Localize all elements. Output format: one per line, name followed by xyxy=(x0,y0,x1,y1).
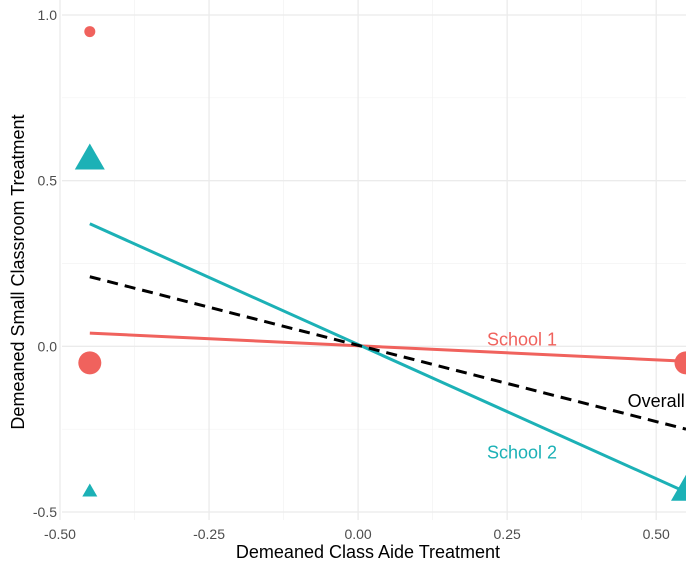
y-tick-label: -0.5 xyxy=(33,504,57,520)
fit-line-overall xyxy=(89,275,686,431)
x-tick-label: -0.25 xyxy=(193,526,225,542)
line-label-school1: School 1 xyxy=(487,330,557,350)
y-tick-label: 1.0 xyxy=(38,7,58,23)
point-school1 xyxy=(78,351,102,375)
y-axis-title: Demeaned Small Classroom Treatment xyxy=(8,114,28,429)
line-label-school2: School 2 xyxy=(487,442,557,462)
line-labels: School 1 School 2 Overall xyxy=(487,330,685,463)
fit-lines xyxy=(89,222,686,494)
x-tick-label: 0.50 xyxy=(643,526,670,542)
fit-line-school1 xyxy=(89,331,686,363)
data-points xyxy=(74,26,686,501)
x-tick-label: 0.25 xyxy=(494,526,521,542)
major-gridlines xyxy=(59,0,686,520)
x-axis-title: Demeaned Class Aide Treatment xyxy=(236,542,500,562)
x-axis-tick-labels: -0.50 -0.25 0.00 0.25 0.50 xyxy=(44,526,670,542)
point-school1 xyxy=(674,351,686,375)
minor-gridlines xyxy=(62,0,686,520)
x-tick-label: -0.50 xyxy=(44,526,76,542)
point-school2 xyxy=(82,483,98,497)
y-tick-label: 0.0 xyxy=(38,338,58,354)
point-school2 xyxy=(74,143,105,170)
y-axis-tick-labels: -0.5 0.0 0.5 1.0 xyxy=(33,7,57,520)
fit-line-school2 xyxy=(89,222,686,494)
point-school1 xyxy=(84,26,96,38)
line-label-overall: Overall xyxy=(628,391,685,411)
point-school2 xyxy=(671,474,686,501)
x-tick-label: 0.00 xyxy=(344,526,371,542)
y-tick-label: 0.5 xyxy=(38,173,58,189)
